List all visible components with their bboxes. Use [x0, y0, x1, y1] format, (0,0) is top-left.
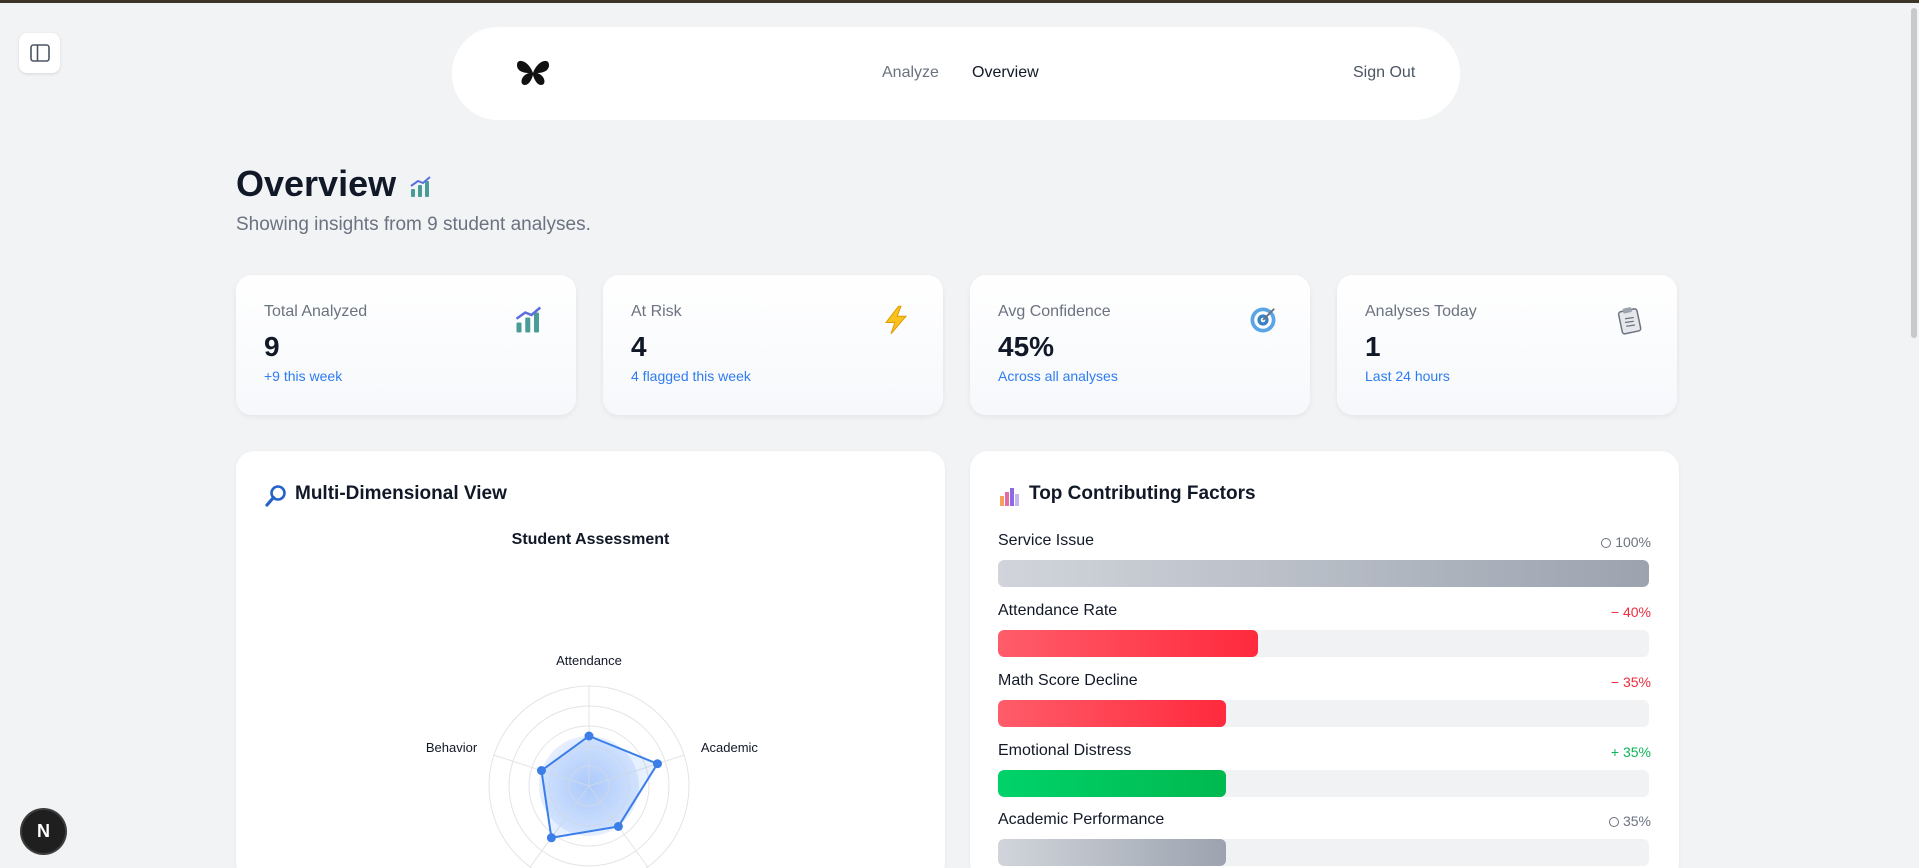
stat-value: 9	[264, 331, 280, 362]
radar-point-attendance	[584, 731, 594, 741]
panel-title: Top Contributing Factors	[1029, 483, 1256, 504]
top-navbar: Analyze Overview Sign Out	[452, 27, 1460, 120]
sidebar-toggle-button[interactable]	[19, 33, 60, 73]
radar-spoke	[529, 785, 590, 868]
target-icon	[1250, 307, 1276, 333]
butterfly-logo-icon[interactable]	[515, 57, 551, 89]
radar-axis-label-attendance: Attendance	[556, 653, 622, 668]
stat-subtext: Last 24 hours	[1365, 368, 1450, 384]
neutral-ring-icon	[1601, 538, 1612, 548]
sidebar-icon	[29, 44, 50, 62]
factor-bar-fill	[998, 560, 1649, 587]
factor-bar-track	[998, 770, 1649, 797]
sign-out-button[interactable]: Sign Out	[1353, 64, 1416, 81]
factor-name: Service Issue	[998, 532, 1095, 549]
factor-value: 100%	[1601, 534, 1651, 550]
factor-name: Math Score Decline	[998, 672, 1138, 689]
chart-icon	[515, 306, 542, 333]
next-dev-badge[interactable]: N	[22, 810, 65, 853]
magnifier-icon	[265, 485, 286, 507]
stat-value: 4	[631, 331, 647, 362]
radar-grid	[488, 685, 690, 868]
radar-series-area	[540, 734, 659, 839]
factor-bar-track	[998, 560, 1649, 587]
factor-value: − 35%	[1610, 674, 1651, 690]
factor-bar-fill	[998, 630, 1259, 657]
factor-name: Academic Performance	[998, 811, 1165, 828]
radar-point-completion	[613, 821, 623, 831]
bar-chart-icon	[1000, 488, 1019, 506]
factor-bar-track	[998, 839, 1649, 866]
factor-bar-track	[998, 700, 1649, 727]
chart-icon	[410, 176, 431, 197]
page-scrollbar[interactable]	[1911, 8, 1917, 338]
stat-label: Analyses Today	[1365, 303, 1477, 320]
radar-labels: AttendanceAcademicCompletionParticipatio…	[426, 653, 759, 755]
stat-label: Avg Confidence	[998, 303, 1111, 320]
radar-spoke	[588, 754, 685, 787]
stat-value: 45%	[998, 331, 1055, 362]
factor-bar-track	[998, 630, 1649, 657]
factor-bar-fill	[998, 770, 1226, 797]
factor-value: 35%	[1608, 813, 1651, 829]
stat-card-total-analyzed: Total Analyzed 9 +9 this week	[236, 275, 576, 415]
factor-value: + 35%	[1610, 744, 1651, 760]
stat-subtext: 4 flagged this week	[631, 368, 751, 384]
radar-chart: AttendanceAcademicCompletionParticipatio…	[426, 653, 759, 868]
factor-name: Emotional Distress	[998, 742, 1132, 759]
panel-title: Multi-Dimensional View	[295, 483, 507, 504]
radar-point-participation	[546, 833, 556, 843]
clipboard-icon	[1617, 307, 1642, 335]
radar-point-behavior	[536, 766, 546, 776]
nav-link-overview[interactable]: Overview	[972, 64, 1039, 81]
page-subtitle: Showing insights from 9 student analyses…	[236, 214, 591, 235]
stat-card-avg-confidence: Avg Confidence 45% Across all analyses	[970, 275, 1310, 415]
radar-chart-title: Student Assessment	[511, 531, 670, 548]
factor-name: Attendance Rate	[998, 602, 1118, 619]
page-title: Overview	[236, 163, 397, 204]
multi-dimensional-view-panel: Multi-Dimensional View Student Assessmen…	[236, 451, 945, 868]
nav-link-analyze[interactable]: Analyze	[882, 64, 939, 81]
top-strip	[0, 0, 1919, 3]
lightning-icon	[884, 305, 908, 335]
factor-bar-fill	[998, 700, 1226, 727]
radar-axis-label-behavior: Behavior	[426, 740, 478, 755]
stat-value: 1	[1365, 331, 1381, 362]
stat-subtext: +9 this week	[264, 368, 343, 384]
top-contributing-factors-panel: Top Contributing Factors Service Issue 1…	[970, 451, 1679, 868]
stat-card-analyses-today: Analyses Today 1 Last 24 hours	[1337, 275, 1677, 415]
stat-label: At Risk	[631, 303, 682, 320]
radar-point-academic	[652, 759, 662, 769]
factor-bar-fill	[998, 839, 1226, 866]
radar-data	[536, 731, 662, 843]
stat-label: Total Analyzed	[264, 303, 368, 320]
factor-value: − 40%	[1610, 604, 1651, 620]
neutral-ring-icon	[1608, 817, 1619, 827]
radar-axis-label-academic: Academic	[701, 740, 759, 755]
stat-subtext: Across all analyses	[998, 368, 1118, 384]
stat-card-at-risk: At Risk 4 4 flagged this week	[603, 275, 943, 415]
